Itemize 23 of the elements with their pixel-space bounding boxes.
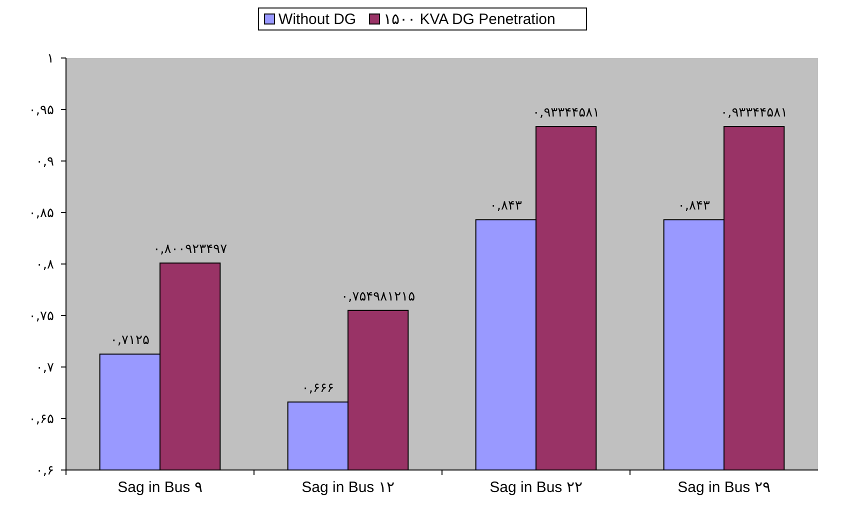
y-tick-label: ۰,۶ bbox=[36, 464, 54, 479]
data-label: ۰,۸۴۳ bbox=[490, 198, 522, 214]
x-tick-label: Sag in Bus ۲۹ bbox=[678, 479, 770, 496]
legend-label: Without DG bbox=[278, 11, 356, 28]
y-tick-label: ۰,۹۵ bbox=[28, 103, 54, 118]
data-label: ۰,۸۴۳ bbox=[678, 198, 710, 214]
legend-label: ۱۵۰۰ KVA DG Penetration bbox=[384, 11, 556, 28]
x-tick-label: Sag in Bus ۱۲ bbox=[302, 479, 394, 496]
data-label: ۰,۸۰۰۹۲۳۴۹۷ bbox=[153, 242, 228, 258]
y-tick-label: ۰,۸۵ bbox=[28, 206, 54, 222]
data-label: ۰,۷۱۲۵ bbox=[110, 333, 150, 348]
y-tick-label: ۰,۹ bbox=[36, 154, 54, 170]
data-label: ۰,۷۵۴۹۸۱۲۱۵ bbox=[341, 289, 416, 304]
y-tick-label: ۰,۷۵ bbox=[28, 309, 54, 324]
data-label: ۰,۶۶۶ bbox=[302, 381, 334, 396]
y-tick-label: ۰,۸ bbox=[36, 258, 54, 273]
data-label: ۰,۹۳۳۴۴۵۸۱ bbox=[532, 106, 600, 121]
y-tick-label: ۱ bbox=[47, 52, 54, 67]
x-tick-label: Sag in Bus ۹ bbox=[118, 479, 202, 496]
y-tick-label: ۰,۷ bbox=[36, 360, 54, 376]
data-label: ۰,۹۳۳۴۴۵۸۱ bbox=[720, 106, 788, 121]
y-tick-label: ۰,۶۵ bbox=[28, 412, 54, 428]
x-tick-label: Sag in Bus ۲۲ bbox=[490, 479, 582, 496]
